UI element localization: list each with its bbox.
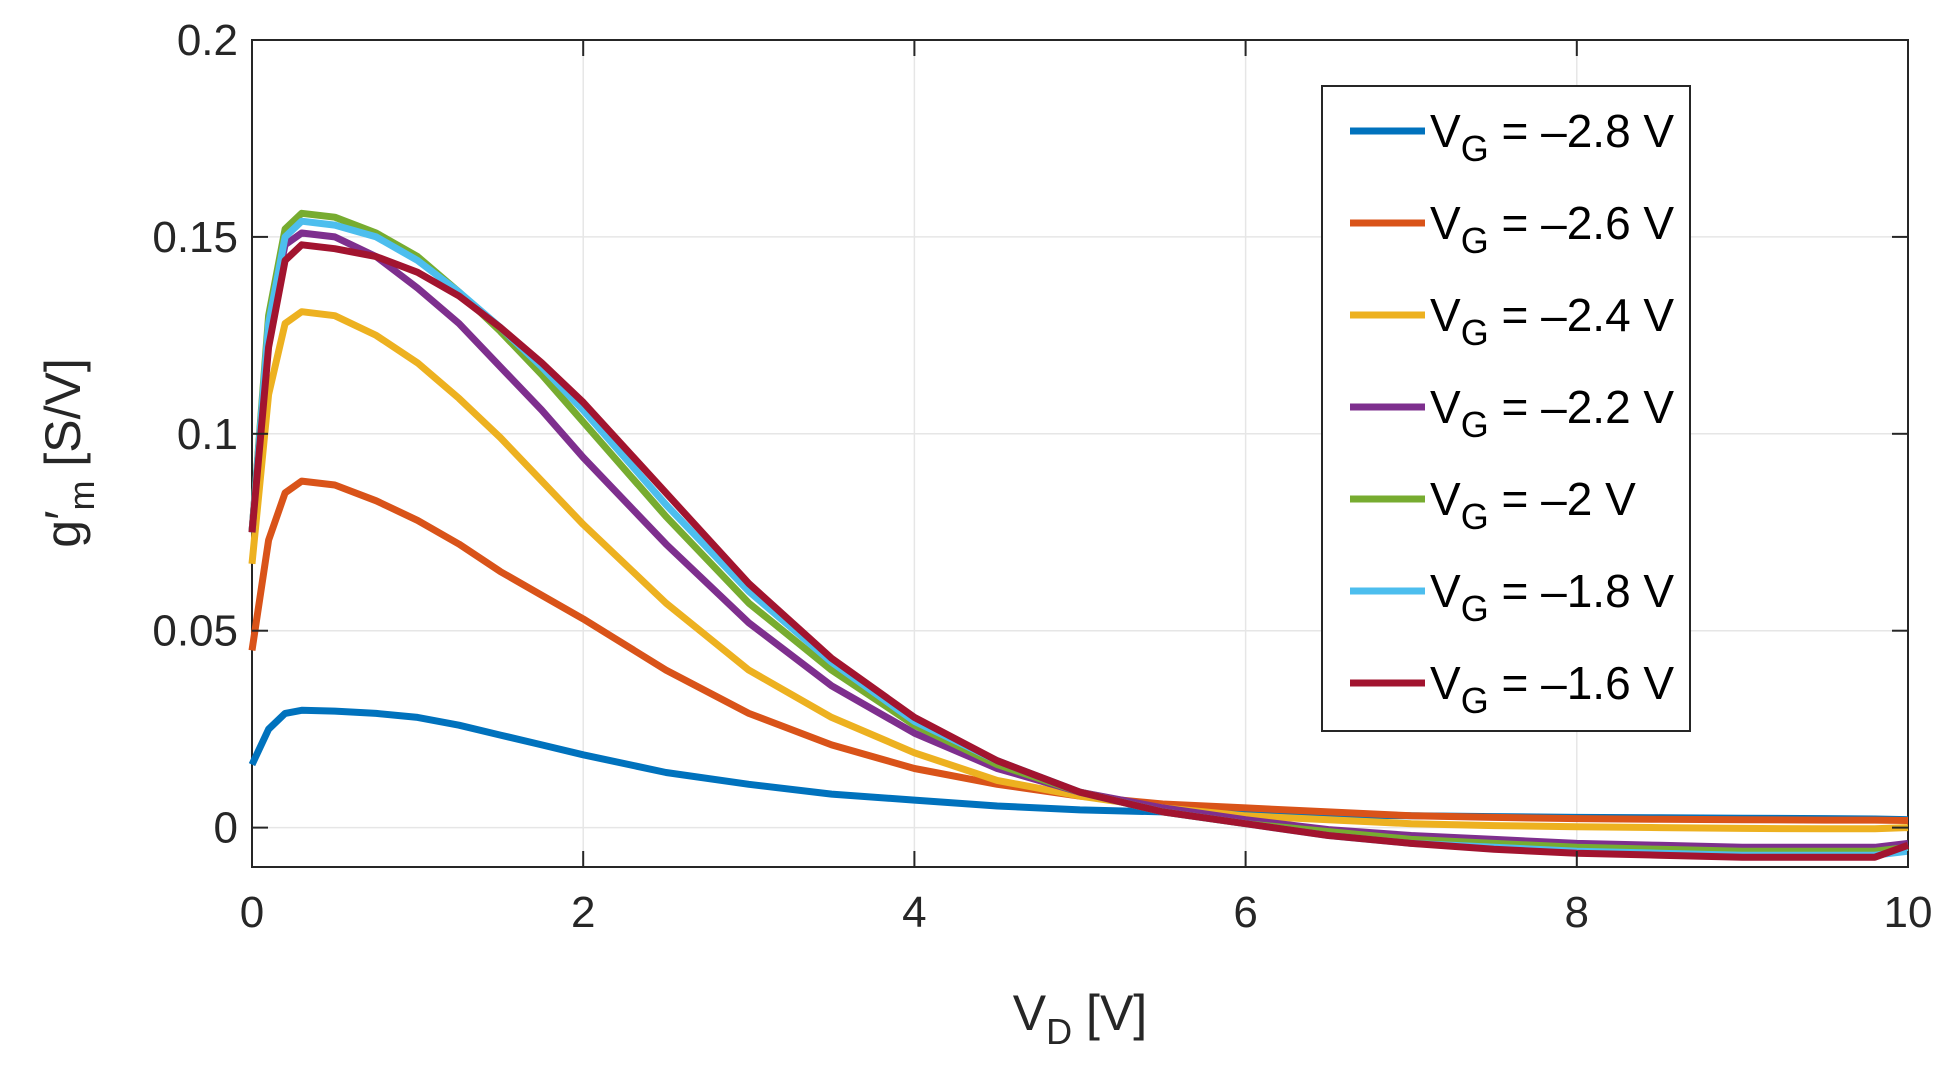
y-axis-label: g′m [S/V] [35,358,102,547]
legend: VG = –2.8 V VG = –2.6 V VG = –2.4 V VG = –2… [1321,85,1691,732]
x-tick-label: 0 [240,888,264,937]
x-tick-label: 10 [1884,888,1933,937]
legend-entry: VG = –2.4 V [1430,289,1674,353]
series-line [248,209,1909,855]
x-tick-label: 2 [571,888,595,937]
series-line [248,308,1909,833]
y-tick-label: 0 [214,804,238,853]
x-tick-label: 4 [902,888,926,937]
plot-frame [251,39,1909,868]
series-layer [248,209,1910,861]
legend-entry: VG = –1.6 V [1430,657,1674,721]
legend-entry: VG = –2.8 V [1430,105,1674,169]
legend-entry: VG = –2 V [1430,473,1636,537]
series-line [248,477,1909,824]
legend-entry: VG = –1.8 V [1430,565,1674,629]
x-tick-label: 8 [1565,888,1589,937]
y-axis-ticks: 0 0.05 0.1 0.15 0.2 [152,16,1908,853]
series-line [248,229,1909,851]
x-tick-label: 6 [1233,888,1257,937]
y-tick-label: 0.1 [177,410,238,459]
series-line [248,241,1910,861]
y-tick-label: 0.05 [152,607,238,656]
legend-entry: VG = –2.2 V [1430,381,1674,445]
y-tick-label: 0.2 [177,16,238,65]
x-axis-ticks: 0 2 4 6 8 10 [240,40,1933,937]
x-axis-label: VD [V] [1013,985,1147,1052]
legend-entry: VG = –2.6 V [1430,197,1674,261]
y-tick-label: 0.15 [152,213,238,262]
